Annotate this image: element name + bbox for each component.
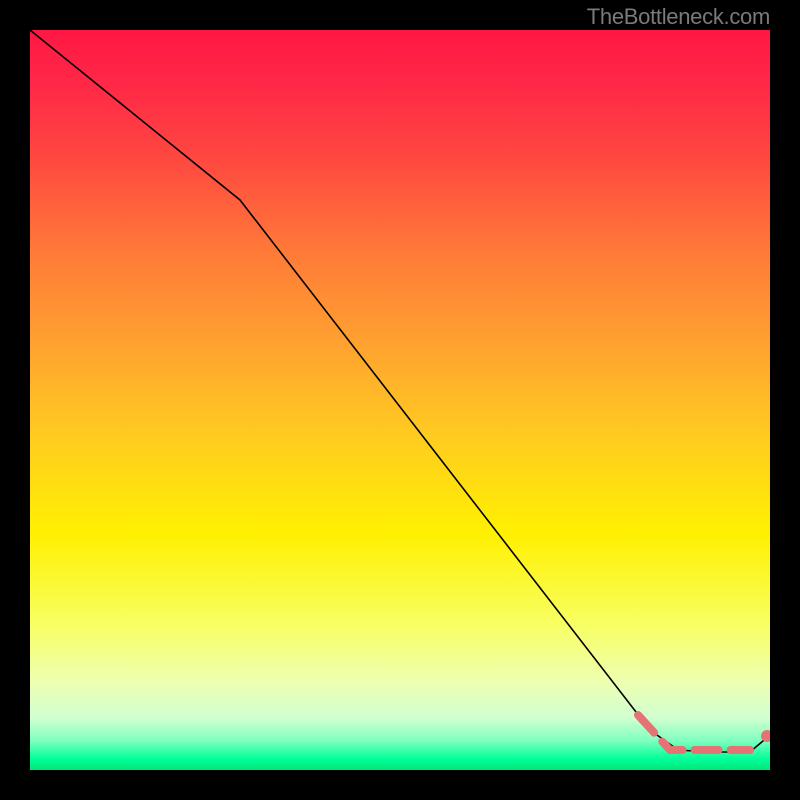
- chart-background: [30, 30, 770, 770]
- bottleneck-chart: [30, 30, 770, 770]
- watermark-text: TheBottleneck.com: [587, 4, 770, 30]
- chart-svg: [30, 30, 770, 770]
